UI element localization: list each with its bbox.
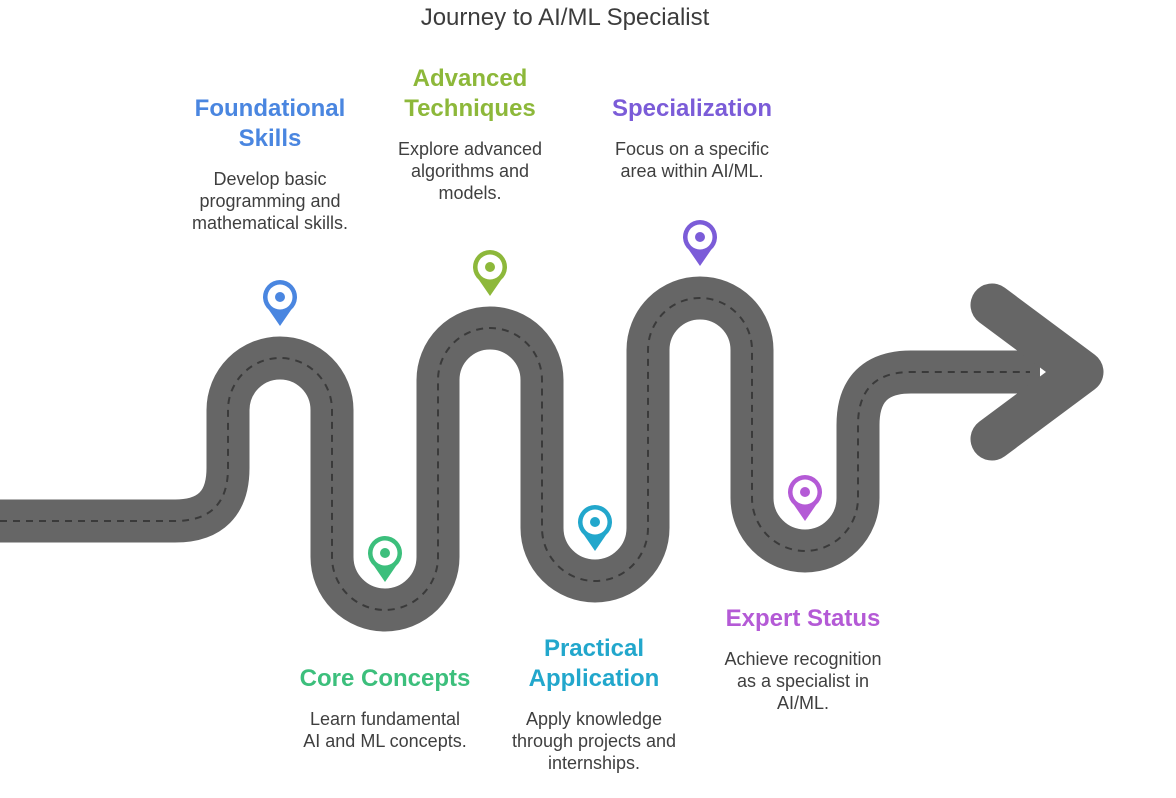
step-description: Develop basic programming and mathematic… xyxy=(191,169,349,233)
pin-dot xyxy=(380,548,390,558)
road-surface xyxy=(0,276,1040,632)
map-pin-icon xyxy=(473,250,507,296)
step-specialization: Specialization Focus on a specific area … xyxy=(592,94,792,182)
map-pin-icon xyxy=(788,475,822,521)
step-description: Focus on a specific area within AI/ML. xyxy=(614,139,770,181)
step-description: Apply knowledge through projects and int… xyxy=(511,709,677,773)
map-pin-icon xyxy=(263,280,297,326)
step-heading: Foundational Skills xyxy=(194,95,346,152)
step-heading: Core Concepts xyxy=(299,665,471,692)
step-description: Learn fundamental AI and ML concepts. xyxy=(303,709,467,751)
pin-dot xyxy=(695,232,705,242)
step-expert-status: Expert Status Achieve recognition as a s… xyxy=(698,604,908,714)
road-center-line xyxy=(0,297,1030,611)
step-heading: Practical Application xyxy=(528,635,660,692)
step-heading: Specialization xyxy=(611,95,773,122)
step-core-concepts: Core Concepts Learn fundamental AI and M… xyxy=(285,664,485,752)
pin-dot xyxy=(590,517,600,527)
map-pin-icon xyxy=(683,220,717,266)
map-pin-icon xyxy=(368,536,402,582)
pin-dot xyxy=(275,292,285,302)
step-heading: Expert Status xyxy=(725,605,881,632)
diagram-title: Journey to AI/ML Specialist xyxy=(420,4,710,31)
step-description: Achieve recognition as a specialist in A… xyxy=(724,649,882,713)
map-pin-icon xyxy=(578,505,612,551)
pin-dot xyxy=(800,487,810,497)
step-heading: Advanced Techniques xyxy=(404,65,536,122)
step-advanced-techniques: Advanced Techniques Explore advanced alg… xyxy=(370,64,570,204)
pin-dot xyxy=(485,262,495,272)
step-practical-application: Practical Application Apply knowledge th… xyxy=(484,634,704,774)
step-description: Explore advanced algorithms and models. xyxy=(397,139,543,203)
arrow-head-icon xyxy=(970,283,1104,461)
step-foundational-skills: Foundational Skills Develop basic progra… xyxy=(170,94,370,234)
